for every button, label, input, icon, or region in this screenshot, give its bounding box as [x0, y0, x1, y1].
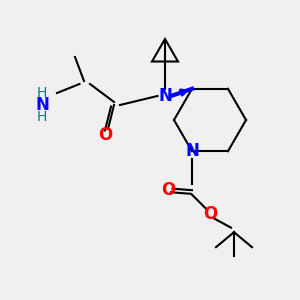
Text: N: N: [158, 87, 172, 105]
Text: O: O: [203, 205, 217, 223]
Text: N: N: [185, 142, 199, 160]
Text: O: O: [98, 126, 112, 144]
Text: H: H: [37, 110, 47, 124]
Text: N: N: [35, 96, 49, 114]
Text: O: O: [161, 181, 175, 199]
Text: H: H: [37, 86, 47, 100]
